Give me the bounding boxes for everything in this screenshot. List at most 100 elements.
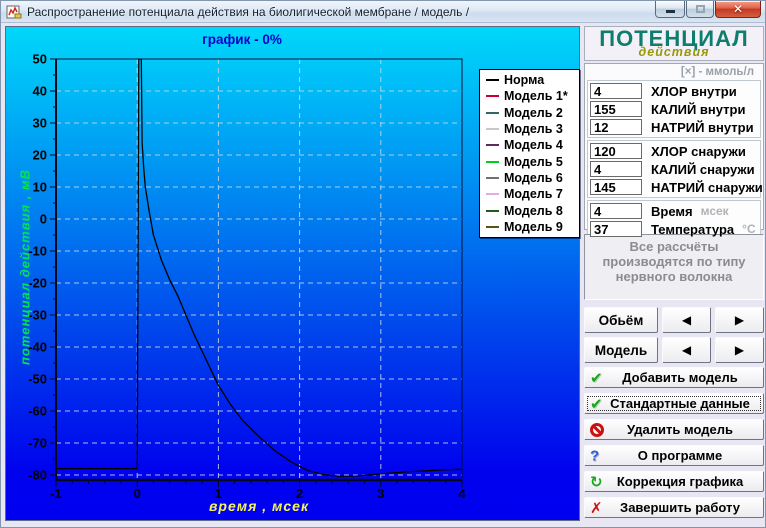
legend-label: Норма — [504, 73, 545, 88]
legend-marker — [486, 144, 499, 147]
y-axis-label: потенциал действия , мВ — [17, 168, 33, 366]
legend-item: Модель 1* — [480, 89, 579, 104]
close-button[interactable]: ✕ — [715, 1, 761, 18]
check-glyph: ✔ — [590, 394, 603, 413]
field-groups: ХЛОР внутриКАЛИЙ внутриНАТРИЙ внутриХЛОР… — [587, 80, 763, 240]
about-button[interactable]: ? О программе — [584, 445, 764, 466]
input-natriy-outside[interactable] — [590, 179, 642, 195]
svg-text:-70: -70 — [28, 436, 47, 451]
unit-label: [×] - ммоль/л — [680, 66, 754, 78]
parameter-label: ХЛОР внутри — [651, 83, 737, 99]
legend-label: Модель 3 — [504, 122, 563, 137]
action-label: Завершить работу — [620, 500, 740, 515]
input-chlor-inside[interactable] — [590, 83, 642, 99]
svg-text:-10: -10 — [28, 244, 47, 259]
svg-text:0: 0 — [134, 486, 141, 501]
chart-legend: Норма Модель 1* Модель 2 Модель 3 Модель 4 Мо… — [479, 69, 580, 238]
parameter-label: КАЛИЙ внутри — [651, 101, 746, 117]
input-chlor-outside[interactable] — [590, 143, 642, 159]
window-content: 50 40 30 20 10 0 -10 -20 -30 -40 -50 -60 -70 -80 -1 0 1 2… — [1, 23, 765, 527]
series-curve-Норма — [56, 59, 462, 477]
model-button[interactable]: Модель — [584, 337, 658, 363]
legend-item: Модель 5 — [480, 154, 579, 169]
x-glyph: ✗ — [590, 498, 603, 517]
action-label: Стандартные данные — [610, 396, 750, 411]
x-icon: ✗ — [590, 499, 603, 517]
field-group: Время мсек Температура °C — [587, 200, 761, 240]
field-group: ХЛОР снаружи КАЛИЙ снаружи НАТРИЙ снаружи — [587, 140, 763, 198]
svg-text:0: 0 — [40, 212, 47, 227]
parameters-panel: [×] - ммоль/л ХЛОР внутри КАЛИЙ внутри НАТ… — [584, 63, 764, 240]
question-glyph: ? — [590, 447, 600, 464]
svg-text:10: 10 — [33, 180, 47, 195]
legend-label: Модель 9 — [504, 219, 563, 234]
add-model-button[interactable]: ✔ Добавить модель — [584, 367, 764, 388]
parameter-row: Температура °C — [590, 220, 758, 238]
parameter-label: НАТРИЙ внутри — [651, 119, 754, 135]
refresh-glyph: ↻ — [590, 472, 603, 491]
svg-text:-30: -30 — [28, 308, 47, 323]
input-kaliy-outside[interactable] — [590, 161, 642, 177]
minimize-icon — [665, 10, 675, 13]
svg-text:-50: -50 — [28, 372, 47, 387]
legend-item: Модель 9 — [480, 219, 579, 234]
minimize-button[interactable] — [655, 1, 685, 18]
volume-button[interactable]: Обьём — [584, 307, 658, 333]
check-icon: ✔ — [590, 395, 603, 413]
caption-buttons: ✕ — [654, 1, 761, 18]
legend-marker — [486, 128, 499, 131]
parameter-row: КАЛИЙ внутри — [590, 100, 758, 118]
graph-correction-button[interactable]: ↻ Коррекция графика — [584, 471, 764, 492]
svg-text:40: 40 — [33, 84, 47, 99]
field-group: ХЛОР внутри КАЛИЙ внутри НАТРИЙ внутри — [587, 80, 761, 138]
input-natriy-inside[interactable] — [590, 119, 642, 135]
legend-label: Модель 5 — [504, 154, 563, 169]
parameter-label: КАЛИЙ снаружи — [651, 161, 755, 177]
parameter-row: КАЛИЙ снаружи — [590, 160, 758, 178]
check-icon: ✔ — [590, 369, 603, 387]
legend-item: Модель 4 — [480, 138, 579, 153]
side-panel: ПОТЕНЦИАЛ действия [×] - ммоль/л ХЛОР вн… — [584, 26, 764, 523]
check-glyph: ✔ — [590, 368, 603, 387]
x-axis-label: время , мсек — [208, 498, 310, 514]
legend-item: Модель 7 — [480, 187, 579, 202]
legend-item: Модель 3 — [480, 122, 579, 137]
legend-marker — [486, 160, 499, 163]
legend-item: Модель 8 — [480, 203, 579, 218]
close-icon: ✕ — [732, 2, 744, 16]
input-temperature[interactable] — [590, 221, 642, 237]
model-prev-button[interactable]: ◀ — [662, 337, 711, 363]
exit-button[interactable]: ✗ Завершить работу — [584, 497, 764, 518]
potential-subtitle: действия — [638, 45, 710, 59]
input-kaliy-inside[interactable] — [590, 101, 642, 117]
parameter-row: ХЛОР снаружи — [590, 142, 758, 160]
parameter-unit: мсек — [700, 204, 729, 218]
plot-frame — [55, 58, 463, 481]
parameter-row: ХЛОР внутри — [590, 82, 758, 100]
parameter-label: НАТРИЙ снаружи — [651, 179, 763, 195]
volume-next-button[interactable]: ▶ — [715, 307, 764, 333]
app-icon — [6, 4, 22, 20]
legend-item: Модель 2 — [480, 105, 579, 120]
parameter-unit: °C — [742, 222, 756, 236]
svg-text:4: 4 — [458, 486, 466, 501]
legend-label: Модель 1* — [504, 89, 568, 104]
volume-nav-row: Обьём ◀ ▶ — [584, 307, 764, 333]
input-time[interactable] — [590, 203, 642, 219]
legend-marker — [486, 79, 499, 82]
standard-data-button[interactable]: ✔ Стандартные данные — [584, 393, 764, 414]
delete-model-button[interactable]: Удалить модель — [584, 419, 764, 440]
maximize-button[interactable] — [686, 1, 714, 18]
parameter-row: НАТРИЙ снаружи — [590, 178, 763, 196]
legend-label: Модель 8 — [504, 203, 563, 218]
volume-prev-button[interactable]: ◀ — [662, 307, 711, 333]
svg-text:-40: -40 — [28, 340, 47, 355]
legend-item: Норма — [480, 73, 579, 88]
legend-label: Модель 4 — [504, 138, 563, 153]
model-next-button[interactable]: ▶ — [715, 337, 764, 363]
svg-text:-20: -20 — [28, 276, 47, 291]
no-icon — [590, 422, 604, 437]
svg-text:2: 2 — [296, 486, 303, 501]
svg-text:3: 3 — [377, 486, 384, 501]
